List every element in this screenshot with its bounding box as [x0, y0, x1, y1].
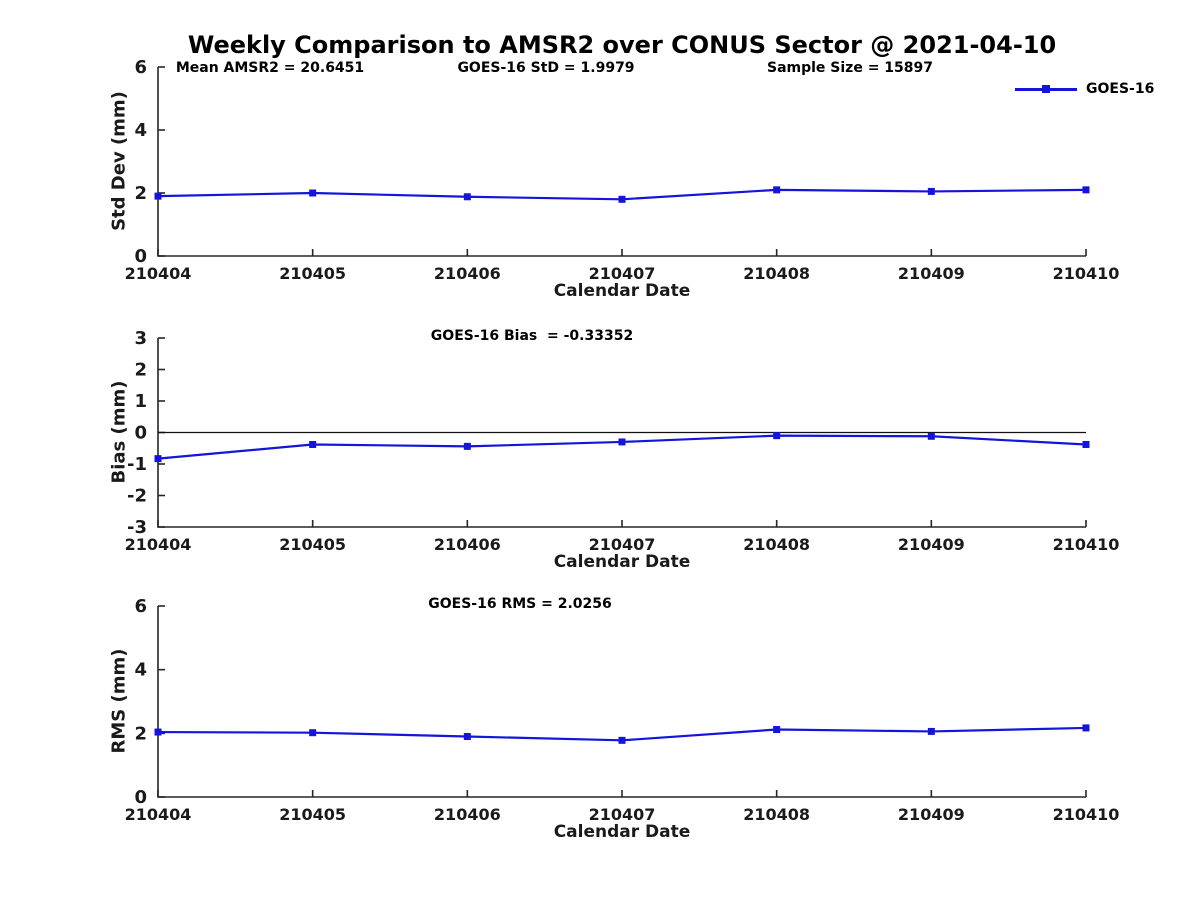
y-tick-label: 0: [134, 787, 147, 808]
y-tick-label: 1: [134, 391, 147, 412]
data-point-marker: [618, 736, 626, 744]
figure-title: Weekly Comparison to AMSR2 over CONUS Se…: [187, 31, 1057, 59]
x-tick-label: 210410: [1053, 805, 1120, 824]
x-tick-label: 210407: [589, 805, 656, 824]
x-tick-label: 210410: [1053, 264, 1120, 283]
data-point-marker: [154, 728, 162, 736]
data-point-marker: [154, 192, 162, 200]
xlabel-calendar-date-middle: Calendar Date: [553, 552, 691, 572]
x-tick-label: 210404: [125, 805, 192, 824]
x-tick-label: 210407: [589, 264, 656, 283]
x-tick-label: 210408: [743, 535, 810, 554]
data-point-marker: [773, 186, 781, 194]
data-point-marker: [618, 195, 626, 203]
x-tick-label: 210407: [589, 535, 656, 554]
y-tick-label: -2: [127, 486, 147, 507]
y-tick-label: 2: [134, 183, 147, 204]
x-tick-label: 210404: [125, 264, 192, 283]
data-point-marker: [309, 729, 317, 737]
y-tick-label: 3: [134, 328, 147, 349]
data-point-marker: [309, 440, 317, 448]
x-tick-label: 210409: [898, 535, 965, 554]
annotation-goes16-bias: GOES-16 Bias = -0.33352: [430, 328, 634, 344]
ylabel-std-dev: Std Dev (mm): [108, 91, 130, 231]
ylabel-bias: Bias (mm): [108, 380, 130, 484]
x-tick-label: 210406: [434, 264, 501, 283]
ylabel-rms: RMS (mm): [108, 648, 130, 754]
y-tick-label: 0: [134, 423, 147, 444]
x-tick-label: 210405: [279, 805, 346, 824]
data-point-marker: [927, 727, 935, 735]
x-tick-label: 210408: [743, 805, 810, 824]
x-tick-label: 210405: [279, 535, 346, 554]
annotation-sample-size: Sample Size = 15897: [766, 60, 934, 76]
x-tick-label: 210406: [434, 535, 501, 554]
axis-frame: [157, 67, 1086, 257]
annotation-goes16-std: GOES-16 StD = 1.9979: [457, 60, 635, 76]
data-point-marker: [1082, 186, 1090, 194]
annotation-mean-amsr2: Mean AMSR2 = 20.6451: [175, 60, 365, 76]
data-point-marker: [463, 193, 471, 201]
xlabel-calendar-date-bottom: Calendar Date: [553, 822, 691, 842]
y-tick-label: -1: [127, 454, 147, 475]
y-tick-label: 6: [134, 596, 147, 617]
data-point-marker: [1082, 440, 1090, 448]
xlabel-calendar-date-top: Calendar Date: [553, 281, 691, 301]
data-point-marker: [154, 455, 162, 463]
x-tick-label: 210409: [898, 264, 965, 283]
data-point-marker: [618, 438, 626, 446]
y-tick-label: 4: [134, 660, 147, 681]
x-tick-label: 210410: [1053, 535, 1120, 554]
y-tick-label: 6: [134, 57, 147, 78]
x-tick-label: 210408: [743, 264, 810, 283]
data-point-marker: [773, 432, 781, 440]
legend-label: GOES-16: [1086, 81, 1155, 97]
data-point-marker: [927, 187, 935, 195]
data-point-marker: [1082, 724, 1090, 732]
x-tick-label: 210409: [898, 805, 965, 824]
axis-frame: [157, 606, 1086, 798]
data-point-marker: [309, 189, 317, 197]
y-tick-label: 0: [134, 246, 147, 267]
y-tick-label: 4: [134, 120, 147, 141]
annotation-goes16-rms: GOES-16 RMS = 2.0256: [428, 596, 612, 612]
data-point-marker: [463, 442, 471, 450]
legend-square-marker-icon: [1042, 85, 1050, 93]
y-tick-label: 2: [134, 723, 147, 744]
legend-line-sample: [1015, 85, 1077, 93]
y-tick-label: -3: [127, 517, 147, 538]
x-tick-label: 210405: [279, 264, 346, 283]
data-point-marker: [773, 726, 781, 734]
x-tick-label: 210406: [434, 805, 501, 824]
data-point-marker: [463, 733, 471, 741]
legend: GOES-16: [1015, 81, 1154, 97]
x-tick-label: 210404: [125, 535, 192, 554]
data-point-marker: [927, 432, 935, 440]
y-tick-label: 2: [134, 360, 147, 381]
